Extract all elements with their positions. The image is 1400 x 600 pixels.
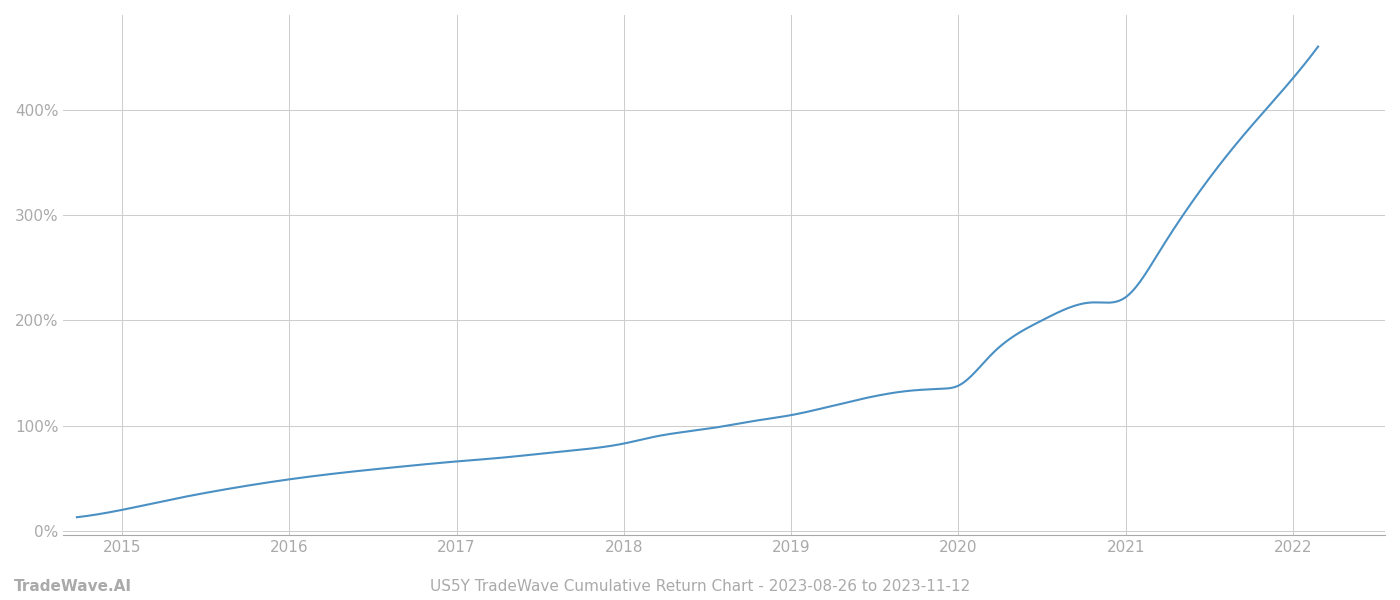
Text: TradeWave.AI: TradeWave.AI bbox=[14, 579, 132, 594]
Text: US5Y TradeWave Cumulative Return Chart - 2023-08-26 to 2023-11-12: US5Y TradeWave Cumulative Return Chart -… bbox=[430, 579, 970, 594]
